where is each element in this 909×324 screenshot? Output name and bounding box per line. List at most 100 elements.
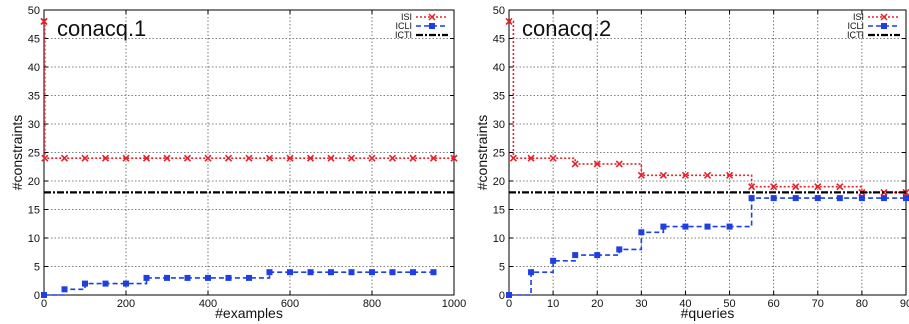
data-point (183, 154, 192, 162)
legend-label-isi: ISI (401, 12, 412, 22)
data-point (770, 195, 777, 202)
y-tick-label: 30 (493, 119, 505, 131)
legend-label-icli: ICLI (847, 21, 864, 31)
x-tick-label: 400 (199, 298, 217, 310)
data-point (266, 269, 273, 276)
data-point (347, 154, 356, 162)
data-point (123, 280, 129, 287)
y-axis-label: #constraints (9, 115, 25, 190)
data-point (836, 195, 843, 202)
series-icli (41, 269, 437, 298)
data-point (327, 154, 335, 162)
data-point (527, 154, 535, 162)
data-point (681, 171, 690, 179)
data-point (660, 223, 667, 230)
y-tick-label: 50 (493, 5, 505, 17)
data-point (637, 171, 645, 179)
data-point (389, 269, 396, 276)
x-tick-label: 1000 (442, 298, 466, 310)
data-point (41, 154, 49, 162)
y-tick-label: 5 (499, 262, 505, 274)
x-tick-label: 90 (900, 298, 909, 310)
legend-label-icti: ICTI (847, 30, 864, 40)
x-tick-label: 10 (547, 298, 559, 310)
data-point (430, 269, 437, 276)
data-point (593, 160, 601, 168)
data-point (101, 154, 110, 162)
data-point (792, 195, 799, 202)
x-tick-label: 60 (768, 298, 780, 310)
data-point (550, 257, 557, 264)
data-point (205, 274, 211, 281)
data-point (409, 154, 417, 162)
data-point (725, 171, 734, 179)
data-point (142, 154, 151, 162)
x-axis-label: #examples (215, 305, 283, 321)
data-point (814, 183, 822, 191)
series-isi (40, 17, 458, 162)
y-tick-label: 45 (493, 34, 505, 46)
x-tick-label: 200 (117, 298, 135, 310)
data-point (204, 154, 212, 162)
series-line-icli (44, 271, 434, 296)
data-point (571, 160, 579, 168)
data-point (770, 183, 778, 191)
data-point (143, 274, 150, 281)
y-tick-label: 35 (28, 91, 40, 103)
series-line-isi (44, 20, 454, 159)
y-tick-label: 15 (28, 205, 40, 217)
data-point (682, 223, 689, 230)
y-tick-label: 0 (499, 290, 505, 302)
legend-marker (429, 23, 435, 29)
x-tick-label: 80 (856, 298, 868, 310)
data-point (82, 280, 88, 287)
data-point (224, 154, 233, 162)
data-point (81, 154, 89, 162)
legend-marker (880, 13, 888, 21)
data-point (184, 274, 191, 281)
legend-label-isi: ISI (853, 12, 864, 22)
y-tick-label: 40 (493, 62, 505, 74)
data-point (246, 274, 252, 281)
panel-title: conacq.2 (522, 16, 611, 41)
x-tick-label: 50 (723, 298, 735, 310)
data-point (858, 195, 865, 202)
x-tick-label: 70 (812, 298, 824, 310)
data-point (792, 183, 800, 191)
y-tick-label: 0 (34, 290, 40, 302)
legend-label-icli: ICLI (395, 21, 412, 31)
data-point (61, 286, 68, 293)
series-isi (505, 17, 909, 196)
panel-title: conacq.1 (57, 16, 146, 41)
x-tick-label: 600 (281, 298, 299, 310)
data-point (328, 269, 334, 276)
data-point (748, 195, 755, 202)
data-point (60, 154, 69, 162)
data-point (528, 269, 535, 276)
data-point (505, 17, 513, 25)
data-point (594, 252, 601, 259)
data-point (410, 269, 416, 276)
data-point (265, 154, 274, 162)
data-point (307, 269, 314, 276)
y-tick-label: 35 (493, 91, 505, 103)
data-point (245, 154, 253, 162)
data-point (659, 171, 667, 179)
series-icli (506, 195, 909, 298)
y-tick-label: 45 (28, 34, 40, 46)
data-point (163, 154, 171, 162)
y-tick-label: 20 (28, 176, 40, 188)
data-point (348, 269, 355, 276)
data-point (572, 252, 579, 259)
data-point (306, 154, 315, 162)
y-axis-label: #constraints (474, 115, 490, 190)
data-point (122, 154, 130, 162)
data-point (638, 229, 645, 236)
data-point (836, 183, 844, 191)
plot-frame (43, 9, 455, 296)
data-point (903, 195, 909, 202)
data-point (814, 195, 821, 202)
data-point (704, 223, 711, 230)
y-tick-label: 10 (493, 233, 505, 245)
data-point (880, 195, 887, 202)
